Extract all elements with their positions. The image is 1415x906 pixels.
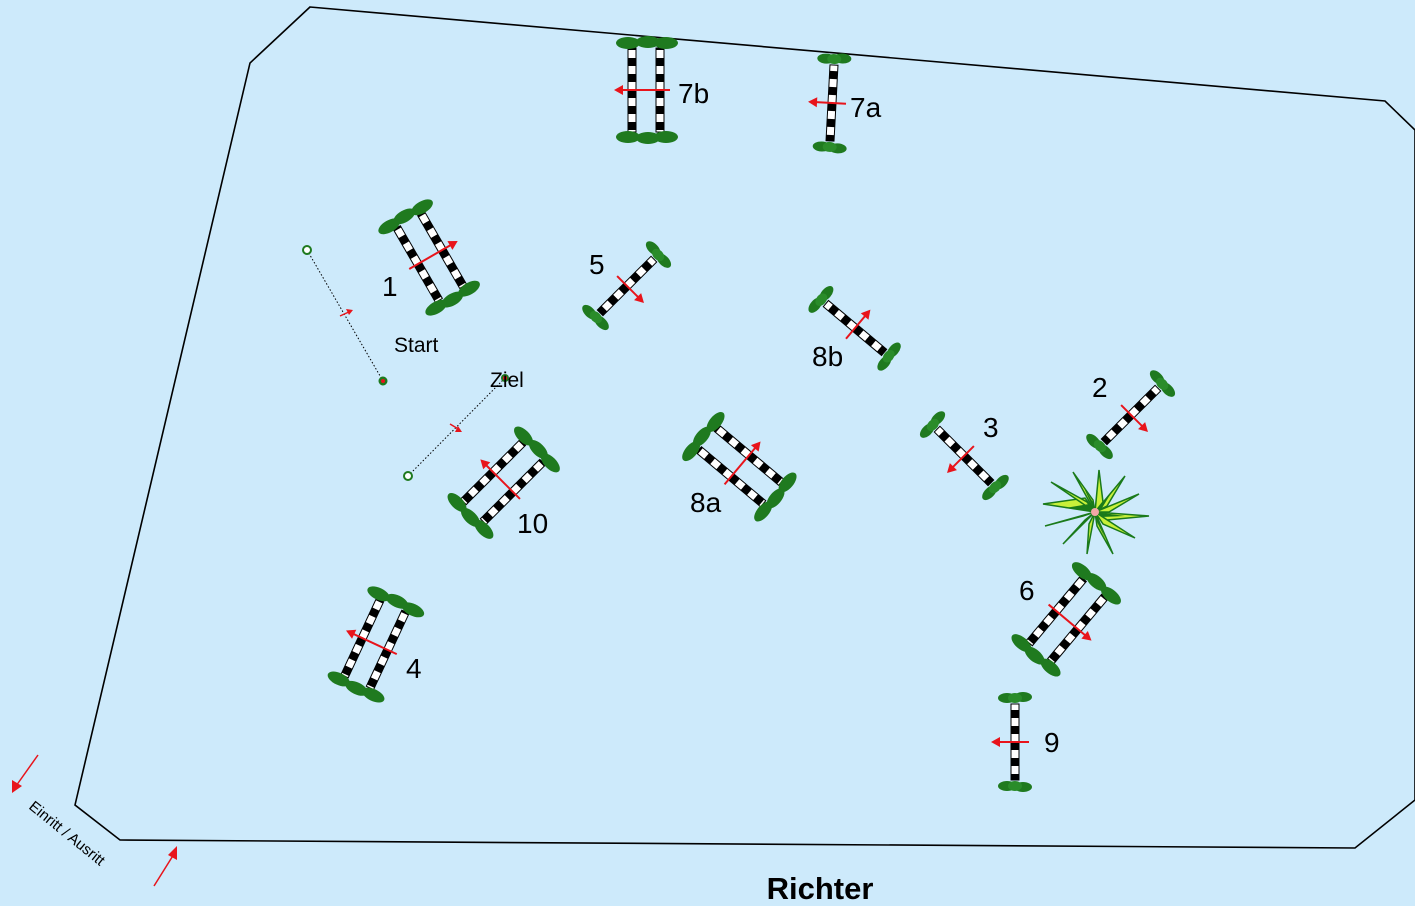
obstacle-5: 5: [578, 237, 681, 340]
obstacle-6: 6: [1006, 557, 1128, 683]
obstacle-4: 4: [322, 580, 428, 708]
start-label: Start: [394, 334, 439, 357]
obstacle-7a: 7a: [804, 50, 882, 155]
obstacle-3: 3: [910, 407, 1013, 510]
obstacle-7b: 7b: [613, 35, 709, 145]
obstacle-7a-label: 7a: [850, 92, 882, 123]
obstacle-8b-label: 8b: [812, 341, 843, 372]
obstacle-9-label: 9: [1044, 727, 1060, 758]
obstacle-8a: 8a: [677, 405, 803, 527]
obstacle-5-label: 5: [589, 249, 605, 280]
obstacle-8a-label: 8a: [690, 487, 722, 518]
obstacle-2: 2: [1082, 366, 1185, 469]
start-line: Start: [302, 245, 439, 386]
obstacle-6-label: 6: [1019, 575, 1035, 606]
obstacle-2-label: 2: [1092, 372, 1108, 403]
obstacle-10-label: 10: [517, 508, 548, 539]
obstacle-1: 1: [374, 193, 486, 321]
palm-plant-icon: [1042, 469, 1150, 555]
finish-line: Ziel: [403, 369, 524, 481]
obstacle-4-label: 4: [406, 653, 422, 684]
judge-label: Richter: [767, 871, 874, 906]
obstacle-8b: 8b: [804, 276, 910, 375]
obstacle-10: 10: [441, 420, 565, 544]
finish-label: Ziel: [490, 369, 524, 392]
obstacle-7b-label: 7b: [678, 78, 709, 109]
entrance-label: Einritt / Ausritt: [25, 798, 108, 870]
arena-border: [74, 6, 1415, 849]
obstacle-3-label: 3: [983, 412, 999, 443]
obstacle-9: 9: [990, 691, 1060, 793]
obstacle-1-label: 1: [382, 271, 398, 302]
